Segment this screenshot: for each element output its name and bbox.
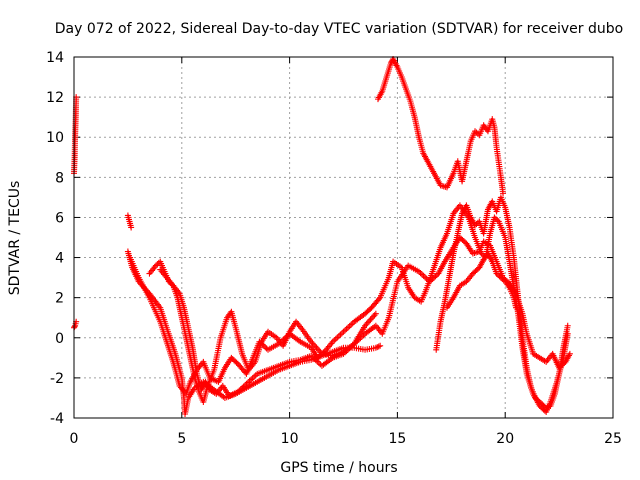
data-point-plus bbox=[242, 382, 249, 389]
data-point-plus bbox=[342, 327, 349, 334]
data-point-plus bbox=[346, 323, 353, 330]
data-point-plus bbox=[472, 128, 479, 135]
data-point-plus bbox=[348, 321, 355, 328]
data-point-plus bbox=[500, 190, 507, 197]
data-point-plus bbox=[420, 272, 427, 279]
y-tick-label: 8 bbox=[55, 170, 64, 186]
data-point-plus bbox=[337, 331, 344, 338]
y-axis-label: SDTVAR / TECUs bbox=[7, 181, 23, 296]
data-point-plus bbox=[431, 274, 438, 281]
data-point-plus bbox=[566, 350, 573, 357]
data-point-plus bbox=[375, 343, 382, 350]
data-point-plus bbox=[251, 373, 258, 380]
data-point-plus bbox=[496, 273, 503, 280]
data-point-plus bbox=[564, 322, 571, 329]
y-tick-label: 14 bbox=[46, 50, 64, 66]
data-point-plus bbox=[491, 214, 498, 221]
data-point-plus bbox=[152, 262, 159, 269]
data-point-plus bbox=[262, 344, 269, 351]
data-point-plus bbox=[236, 387, 243, 394]
data-point-plus bbox=[249, 375, 256, 382]
data-point-plus bbox=[321, 348, 328, 355]
data-point-plus bbox=[473, 129, 480, 136]
data-point-plus bbox=[345, 324, 352, 331]
data-point-plus bbox=[387, 60, 394, 67]
data-point-plus bbox=[364, 319, 371, 326]
data-point-plus bbox=[366, 318, 373, 325]
y-tick-label: 2 bbox=[55, 291, 64, 307]
x-tick-label: 10 bbox=[281, 431, 299, 447]
data-point-plus bbox=[495, 271, 502, 278]
data-point-plus bbox=[492, 215, 499, 222]
data-point-plus bbox=[432, 273, 439, 280]
data-point-plus bbox=[543, 404, 550, 411]
data-point-plus bbox=[494, 217, 501, 224]
data-point-plus bbox=[429, 275, 436, 282]
data-point-plus bbox=[237, 386, 244, 393]
data-point-plus bbox=[419, 271, 426, 278]
data-point-plus bbox=[372, 310, 379, 317]
y-tick-label: -4 bbox=[50, 411, 64, 427]
data-point-plus bbox=[544, 404, 551, 411]
x-tick-label: 5 bbox=[177, 431, 186, 447]
y-tick-label: -2 bbox=[50, 371, 64, 387]
data-point-plus bbox=[332, 335, 339, 342]
chart-title: Day 072 of 2022, Sidereal Day-to-day VTE… bbox=[55, 21, 623, 37]
data-point-plus bbox=[334, 334, 341, 341]
x-tick-label: 20 bbox=[496, 431, 514, 447]
data-point-plus bbox=[128, 224, 135, 231]
data-point-plus bbox=[473, 221, 480, 228]
data-point-plus bbox=[239, 384, 246, 391]
y-tick-label: 4 bbox=[55, 251, 64, 267]
data-point-plus bbox=[533, 396, 540, 403]
data-point-plus bbox=[377, 342, 384, 349]
plot-border bbox=[73, 56, 614, 419]
x-tick-label: 25 bbox=[604, 431, 622, 447]
data-point-plus bbox=[240, 383, 247, 390]
x-tick-label: 0 bbox=[70, 431, 79, 447]
axis-ticks: 0 5 10 15 20 25 -4 -2 0 2 4 6 8 10 12 14 bbox=[46, 50, 622, 447]
data-point-plus bbox=[428, 277, 435, 284]
y-tick-label: 0 bbox=[55, 331, 64, 347]
data-point-plus bbox=[343, 325, 350, 332]
data-point-plus bbox=[499, 275, 506, 282]
y-tick-label: 12 bbox=[46, 90, 64, 106]
x-tick-label: 15 bbox=[388, 431, 406, 447]
y-tick-label: 10 bbox=[46, 130, 64, 146]
data-point-plus bbox=[426, 278, 433, 285]
data-point-plus bbox=[154, 261, 161, 268]
y-tick-label: 6 bbox=[55, 210, 64, 226]
data-point-plus bbox=[532, 394, 539, 401]
data-points bbox=[71, 56, 573, 417]
data-point-plus bbox=[234, 388, 241, 395]
data-point-plus bbox=[316, 353, 323, 360]
data-point-plus bbox=[375, 296, 382, 303]
data-point-plus bbox=[472, 222, 479, 229]
data-point-plus bbox=[367, 316, 374, 323]
data-point-plus bbox=[368, 315, 375, 322]
data-point-plus bbox=[338, 330, 345, 337]
data-point-plus bbox=[331, 337, 338, 344]
data-point-plus bbox=[372, 344, 379, 351]
data-point-plus bbox=[493, 270, 500, 277]
data-point-plus bbox=[497, 274, 504, 281]
data-point-plus bbox=[340, 328, 347, 335]
grid bbox=[74, 57, 613, 418]
data-point-plus bbox=[512, 304, 519, 311]
x-axis-label: GPS time / hours bbox=[280, 460, 397, 476]
data-point-plus bbox=[374, 344, 381, 351]
data-point-plus bbox=[370, 313, 377, 320]
data-point-plus bbox=[371, 312, 378, 319]
data-point-plus bbox=[433, 271, 440, 278]
